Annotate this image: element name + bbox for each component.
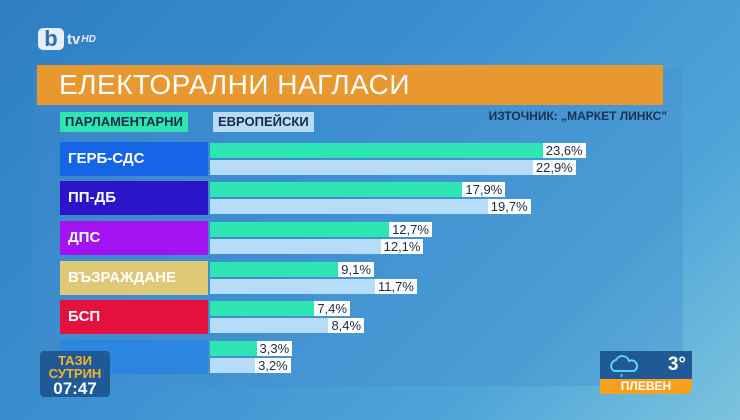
logo-b: b <box>38 28 64 50</box>
chart-title: ЕЛЕКТОРАЛНИ НАГЛАСИ <box>37 65 663 105</box>
value-parliamentary: 9,1% <box>338 262 374 277</box>
bar-parliamentary <box>210 143 543 158</box>
value-european: 12,1% <box>380 239 424 254</box>
value-european: 22,9% <box>532 160 576 175</box>
bar-parliamentary <box>210 301 315 316</box>
legend-parliamentary: ПАРЛАМЕНТАРНИ <box>60 112 188 132</box>
source-label: ИЗТОЧНИК: „МАРКЕТ ЛИНКС" <box>488 109 667 123</box>
party-label: ГЕРБ-СДС <box>60 142 208 176</box>
bar-european <box>210 318 329 333</box>
bar-european <box>210 199 488 214</box>
value-parliamentary: 7,4% <box>314 301 350 316</box>
bar-parliamentary <box>210 222 390 237</box>
bar-european <box>210 358 256 373</box>
logo-tv: tv <box>67 30 81 48</box>
bar-parliamentary <box>210 262 339 277</box>
party-label: БСП <box>60 300 208 334</box>
party-label: ВЪЗРАЖДАНЕ <box>60 261 208 295</box>
value-parliamentary: 3,3% <box>256 341 293 356</box>
badge-line1: ТАЗИ <box>58 353 92 368</box>
logo-hd: HD <box>81 33 96 45</box>
legend-european: ЕВРОПЕЙСКИ <box>213 112 314 132</box>
value-parliamentary: 17,9% <box>462 182 506 197</box>
value-parliamentary: 23,6% <box>542 143 586 158</box>
bar-parliamentary <box>210 341 257 356</box>
weather-widget: 3° ПЛЕВЕН <box>600 351 692 394</box>
badge-line2: СУТРИН <box>48 366 102 381</box>
bar-european <box>210 279 375 294</box>
badge-time: 07:47 <box>53 379 97 398</box>
value-european: 11,7% <box>374 279 417 294</box>
show-badge: ТАЗИ СУТРИН 07:47 <box>40 351 110 398</box>
weather-temp: 3° <box>667 354 686 375</box>
value-european: 19,7% <box>487 199 531 214</box>
party-label: ПП-ДБ <box>60 181 208 215</box>
bar-european <box>210 239 381 254</box>
btv-logo: b tv HD <box>38 28 96 50</box>
value-european: 8,4% <box>328 318 365 333</box>
value-parliamentary: 12,7% <box>389 222 432 237</box>
bar-parliamentary <box>210 182 463 197</box>
value-european: 3,2% <box>255 358 291 373</box>
bar-european <box>210 160 533 175</box>
cloud-rain-icon <box>610 355 639 378</box>
weather-city: ПЛЕВЕН <box>600 379 692 394</box>
party-label: ДПС <box>60 221 208 255</box>
